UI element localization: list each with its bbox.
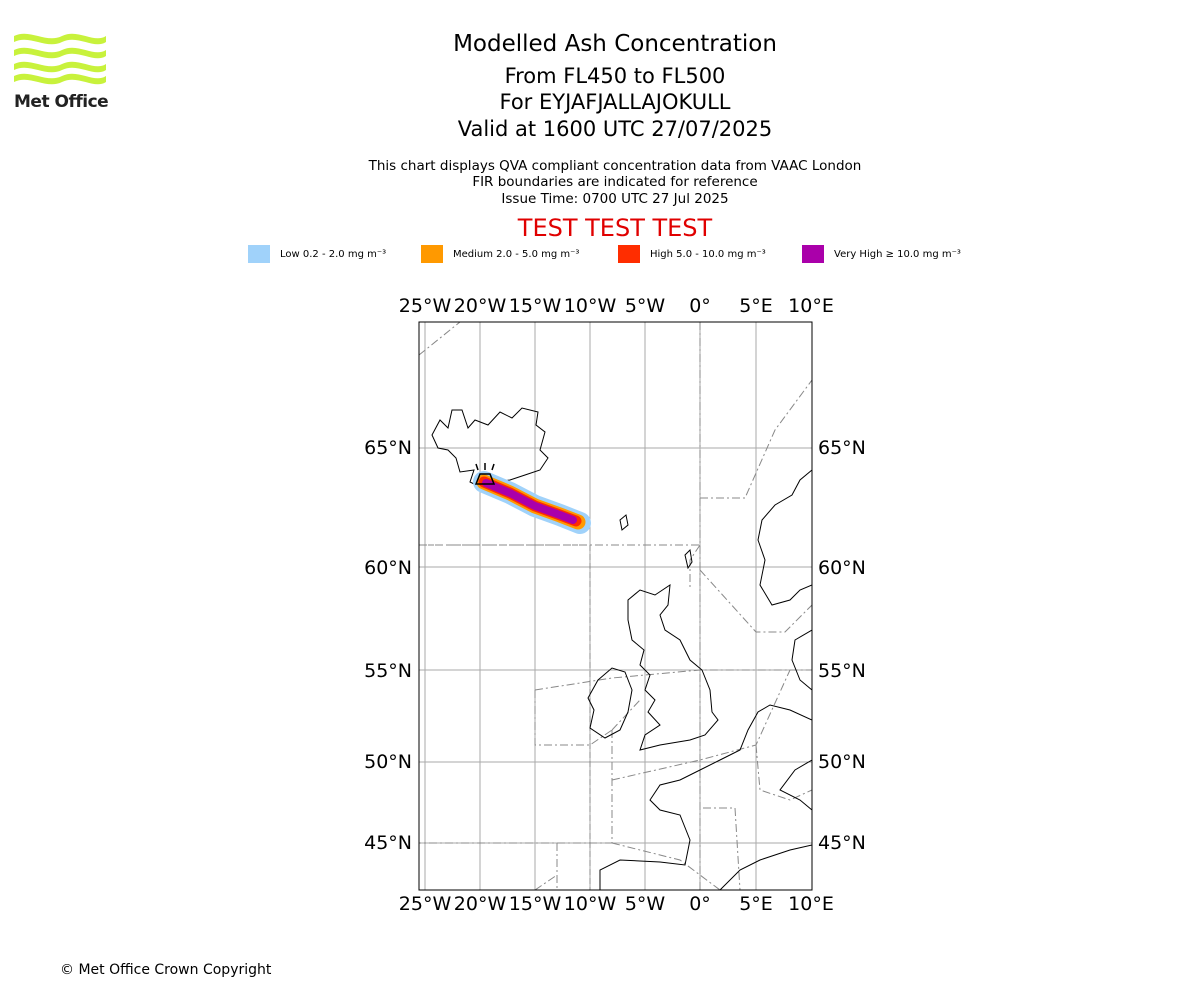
legend-swatch-medium [421,245,443,263]
legend-swatch-high [618,245,640,263]
lon-label: 10°E [788,295,834,317]
volcano-icon [474,463,496,485]
info-note-fir: FIR boundaries are indicated for referen… [472,174,758,190]
graticule [419,322,812,890]
ash-plume [473,471,591,534]
lon-label: 20°W [454,295,507,317]
lon-label: 25°W [399,295,452,317]
lon-label: 5°W [625,295,666,317]
lat-label: 65°N [818,437,866,459]
legend-item-medium: Medium 2.0 - 5.0 mg m⁻³ [421,244,579,264]
lon-labels-top: 25°W 20°W 15°W 10°W 5°W 0° 5°E 10°E [399,295,834,317]
legend-swatch-very-high [802,245,824,263]
legend-item-very-high: Very High ≥ 10.0 mg m⁻³ [802,244,961,264]
legend-label-high: High 5.0 - 10.0 mg m⁻³ [650,248,766,260]
map-frame [418,321,813,891]
lon-label: 5°E [739,893,773,915]
fir-boundaries [419,322,812,890]
lon-label: 5°E [739,295,773,317]
lon-label: 0° [689,295,711,317]
legend-label-very-high: Very High ≥ 10.0 mg m⁻³ [834,248,961,260]
met-office-wave-icon [14,33,106,85]
test-banner: TEST TEST TEST [517,214,713,242]
lat-label: 45°N [364,832,412,854]
fir-boundaries-dashed [419,544,591,890]
logo-text: Met Office [14,92,109,112]
info-note-qva: This chart displays QVA compliant concen… [368,158,862,174]
legend-label-medium: Medium 2.0 - 5.0 mg m⁻³ [453,248,580,260]
lon-label: 10°W [564,295,617,317]
legend-label-low: Low 0.2 - 2.0 mg m⁻³ [280,248,387,260]
lat-labels-left: 65°N 60°N 55°N 50°N 45°N [364,437,412,854]
volcano-title: For EYJAFJALLAJOKULL [499,90,731,114]
lat-labels-right: 65°N 60°N 55°N 50°N 45°N [818,437,866,854]
lon-label: 15°W [509,893,562,915]
lat-label: 50°N [364,751,412,773]
issue-time: Issue Time: 0700 UTC 27 Jul 2025 [501,191,729,207]
lat-label: 60°N [364,557,412,579]
lon-labels-bottom: 25°W 20°W 15°W 10°W 5°W 0° 5°E 10°E [399,893,834,915]
lon-label: 15°W [509,295,562,317]
lat-label: 45°N [818,832,866,854]
lon-label: 5°W [625,893,666,915]
met-office-logo: Met Office [14,30,110,112]
lon-label: 10°W [564,893,617,915]
lat-label: 55°N [818,660,866,682]
lat-label: 65°N [364,437,412,459]
lon-label: 0° [689,893,711,915]
lon-label: 10°E [788,893,834,915]
coastlines [431,407,812,890]
legend-swatch-low [248,245,270,263]
chart-title: Modelled Ash Concentration [453,31,777,57]
lat-label: 50°N [818,751,866,773]
valid-time: Valid at 1600 UTC 27/07/2025 [457,117,773,141]
flight-level-range: From FL450 to FL500 [504,64,726,88]
lat-label: 55°N [364,660,412,682]
legend-item-high: High 5.0 - 10.0 mg m⁻³ [618,244,766,264]
lat-label: 60°N [818,557,866,579]
copyright-notice: © Met Office Crown Copyright [60,962,272,978]
lon-label: 25°W [399,893,452,915]
legend-item-low: Low 0.2 - 2.0 mg m⁻³ [248,244,386,264]
lon-label: 20°W [454,893,507,915]
